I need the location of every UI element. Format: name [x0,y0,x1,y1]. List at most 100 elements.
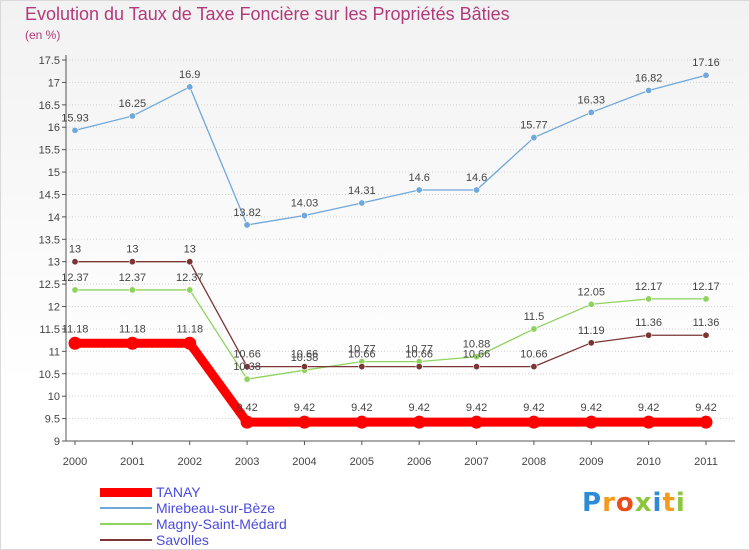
data-label-magny-saint-m-dard: 12.37 [176,272,204,284]
data-label-savolles: 13 [126,244,138,256]
data-point-tanay [355,415,369,429]
legend-swatch-tanay [100,487,152,497]
y-tick-label: 13.5 [39,234,60,246]
data-point-magny-saint-m-dard [587,300,595,308]
data-label-magny-saint-m-dard: 10.77 [405,344,433,356]
legend-label: Mirebeau-sur-Bèze [156,500,276,516]
chart-axes: 9 9.5 10 10.5 11 11.5 12 12.5 13 13.5 14 14.5 15 15.5… [39,55,735,468]
y-tick-label: 11 [49,346,60,358]
data-point-mirebeau-sur-b-ze [358,199,366,207]
data-point-savolles [645,331,653,339]
logo-letter: r [602,488,616,518]
data-label-savolles: 10.66 [463,349,491,361]
x-tick-label: 2002 [177,456,201,468]
proxiti-logo: Proxiti [582,488,686,518]
data-label-magny-saint-m-dard: 12.05 [578,286,606,298]
data-point-tanay [412,415,426,429]
data-point-savolles [587,339,595,347]
x-tick-label: 2007 [464,456,488,468]
data-label-mirebeau-sur-b-ze: 16.33 [578,94,606,106]
legend-item-mirebeau: Mirebeau-sur-Bèze [100,500,287,516]
legend-swatch-magny [100,523,152,525]
data-label-savolles: 13 [184,244,196,256]
chart-grid [66,59,735,442]
chart-legend: TANAY Mirebeau-sur-Bèze Magny-Saint-Méda… [100,484,287,548]
data-point-tanay [68,336,82,350]
data-label-mirebeau-sur-b-ze: 16.82 [635,72,663,84]
legend-item-savolles: Savolles [100,532,287,548]
y-tick-label: 12.5 [39,279,60,291]
logo-letter: o [615,488,635,518]
data-point-savolles [128,258,136,266]
data-point-magny-saint-m-dard [243,375,251,383]
data-label-tanay: 9.42 [695,402,716,414]
data-point-savolles [702,331,710,339]
data-label-magny-saint-m-dard: 10.88 [463,339,491,351]
data-point-tanay [297,415,311,429]
data-point-savolles [71,258,79,266]
y-tick-label: 9.5 [45,414,60,426]
data-point-savolles [186,258,194,266]
data-point-magny-saint-m-dard [645,295,653,303]
data-label-savolles: 11.19 [578,325,605,337]
legend-label: Savolles [156,532,209,548]
data-point-tanay [642,415,656,429]
data-label-tanay: 11.18 [62,323,89,335]
x-tick-label: 2005 [350,456,374,468]
data-point-tanay [584,415,598,429]
data-label-savolles: 10.66 [405,349,433,361]
data-point-mirebeau-sur-b-ze [473,186,481,194]
data-label-mirebeau-sur-b-ze: 17.16 [692,57,720,69]
data-point-savolles [358,363,366,371]
data-point-mirebeau-sur-b-ze [587,108,595,116]
x-tick-label: 2003 [235,456,259,468]
y-tick-label: 12 [48,302,60,314]
data-point-mirebeau-sur-b-ze [243,221,251,229]
data-label-savolles: 10.66 [348,349,376,361]
y-tick-label: 10.5 [39,369,60,381]
data-label-magny-saint-m-dard: 10.58 [291,352,319,364]
data-label-magny-saint-m-dard: 10.77 [348,344,376,356]
logo-letter: x [634,488,653,518]
data-label-mirebeau-sur-b-ze: 13.82 [233,207,261,219]
data-point-savolles [530,363,538,371]
x-tick-label: 2008 [522,456,546,468]
data-label-savolles: 11.36 [693,317,720,329]
data-label-tanay: 9.42 [466,402,487,414]
x-tick-label: 2001 [120,456,144,468]
logo-letter: i [675,488,686,518]
y-tick-label: 13 [48,257,60,269]
y-tick-label: 16.5 [39,100,60,112]
series-line-magny-saint-m-dard [74,289,707,380]
legend-label: Magny-Saint-Médard [156,516,287,532]
legend-swatch-savolles [100,539,152,541]
data-label-savolles: 13 [69,244,81,256]
data-point-mirebeau-sur-b-ze [186,83,194,91]
y-tick-label: 11.5 [39,324,60,336]
data-point-savolles [415,363,423,371]
x-tick-label: 2011 [694,456,718,468]
data-point-magny-saint-m-dard [71,286,79,294]
x-tick-label: 2000 [63,456,87,468]
data-label-tanay: 9.42 [294,402,315,414]
logo-letter: P [582,488,603,518]
data-label-mirebeau-sur-b-ze: 14.31 [348,185,376,197]
data-label-tanay: 9.42 [351,402,372,414]
data-label-tanay: 9.42 [581,402,602,414]
y-tick-label: 17 [48,77,60,89]
legend-item-magny: Magny-Saint-Médard [100,516,287,532]
series-line-tanay [70,338,711,427]
data-label-savolles: 10.66 [233,349,261,361]
y-tick-label: 14 [48,212,60,224]
data-label-savolles: 10.66 [520,349,548,361]
data-point-magny-saint-m-dard [186,286,194,294]
data-point-mirebeau-sur-b-ze [71,126,79,134]
series-line-mirebeau-sur-b-ze [74,74,707,226]
data-label-tanay: 11.18 [119,323,146,335]
data-label-magny-saint-m-dard: 10.38 [233,361,261,373]
data-label-savolles: 10.66 [291,349,319,361]
data-point-magny-saint-m-dard [702,295,710,303]
data-label-magny-saint-m-dard: 12.37 [61,272,89,284]
logo-letter: i [652,488,663,518]
